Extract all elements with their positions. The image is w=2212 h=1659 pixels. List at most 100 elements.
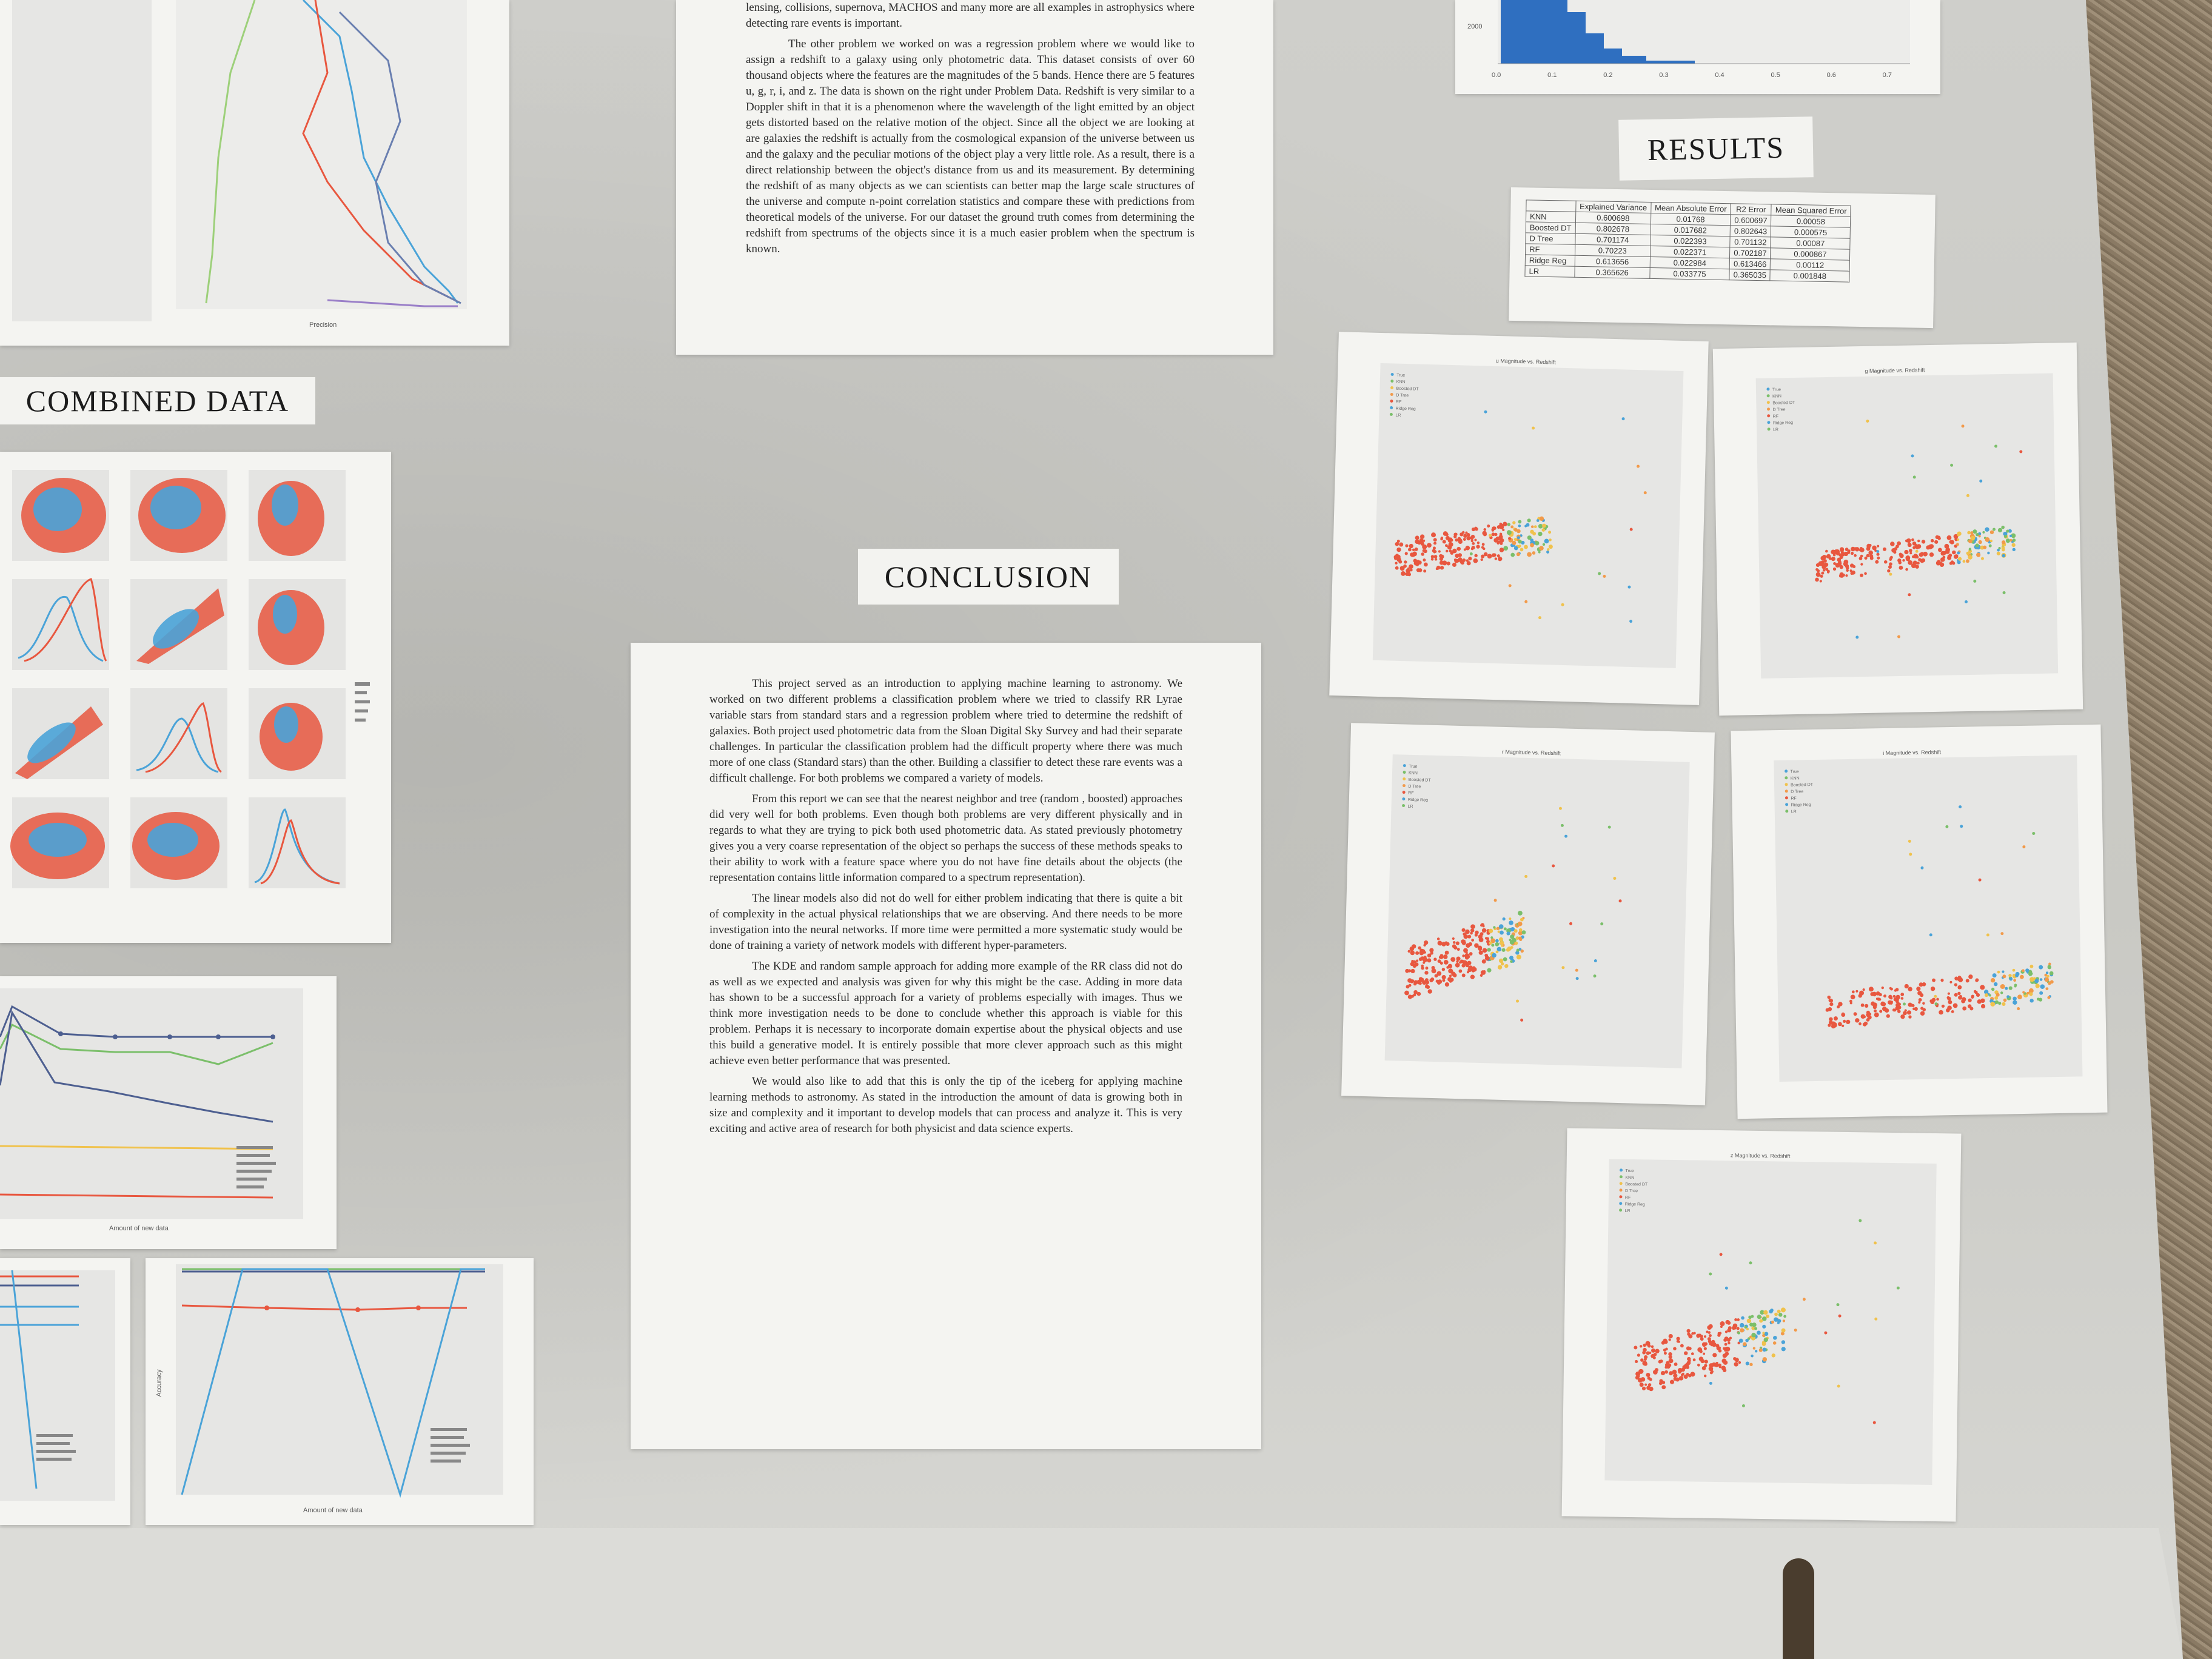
scatter-point <box>1929 552 1934 557</box>
scatter-point <box>1439 554 1443 558</box>
scatter-point <box>1481 959 1486 964</box>
scatter-point <box>1487 968 1492 973</box>
scatter-point <box>1868 544 1872 547</box>
scatter-point <box>2047 965 2051 968</box>
scatter-point <box>1988 994 1991 997</box>
table-cell: Boosted DT <box>1526 221 1576 234</box>
scatter-point <box>1495 939 1499 943</box>
scatter-point <box>1958 977 1963 982</box>
scatter-point <box>1678 1376 1684 1381</box>
scatter-point <box>1644 1355 1648 1359</box>
scatter-point <box>1418 977 1423 982</box>
scatter-point <box>1684 1351 1688 1355</box>
scatter-point <box>1420 541 1424 545</box>
scatter-point <box>1908 1002 1912 1007</box>
legend-label: True <box>1772 387 1781 392</box>
scatter-point <box>2028 970 2033 974</box>
scatter-point <box>1957 560 1961 565</box>
scatter-point <box>1940 551 1946 556</box>
scatter-point <box>2013 996 2017 1001</box>
scatter-point <box>1915 565 1919 569</box>
scatter-point <box>1453 535 1457 538</box>
scatter-point <box>1396 540 1400 543</box>
scatter-point <box>2039 991 2043 995</box>
scatter-point <box>1517 921 1523 927</box>
scatter-outlier <box>1575 977 1579 980</box>
scatter-point <box>1906 1010 1912 1015</box>
scatter-point <box>2040 984 2045 989</box>
table-cell: 0.01768 <box>1651 213 1731 226</box>
scatter-point <box>1760 1310 1765 1315</box>
scatter-point <box>1860 563 1863 566</box>
scatter-point <box>1691 1352 1694 1356</box>
scatter-outlier <box>1508 537 1512 540</box>
scatter-point <box>1954 976 1959 980</box>
scatter-point <box>1482 531 1487 536</box>
scatter-point <box>1865 1004 1869 1008</box>
scatter-point <box>1418 946 1421 950</box>
scatter-point <box>1442 979 1446 982</box>
scatter-point <box>1709 1371 1713 1375</box>
scatter-point <box>1858 557 1863 560</box>
scatter-point <box>1488 928 1493 933</box>
scatter-point <box>1949 980 1952 984</box>
scatter-point <box>1978 535 1981 538</box>
scatter-point <box>1852 565 1856 568</box>
scatter-point <box>1941 1004 1945 1008</box>
scatter-outlier <box>1613 877 1617 880</box>
table-cell: 0.600697 <box>1730 214 1772 226</box>
scatter-point <box>1938 548 1942 552</box>
scatter-point <box>2026 991 2029 995</box>
legend-label: Ridge Reg <box>1625 1202 1645 1207</box>
scatter-point <box>1668 1352 1672 1356</box>
table-cell: 0.802678 <box>1575 223 1651 235</box>
scatter-point <box>1490 938 1496 943</box>
scatter-point <box>1423 558 1426 562</box>
scatter-point <box>1493 926 1496 929</box>
scatter-point <box>1820 574 1823 578</box>
scatter-point <box>1866 1017 1870 1022</box>
scatter-point <box>1992 528 1996 531</box>
table-cell: 0.701174 <box>1575 233 1651 246</box>
scatter-point <box>1729 1336 1732 1339</box>
scatter-point <box>2011 543 2016 548</box>
scatter-point <box>1917 561 1920 565</box>
scatter-point <box>1723 1347 1726 1350</box>
scatter-point <box>2025 968 2029 973</box>
legend-marker <box>1402 784 1406 788</box>
scatter-point <box>1502 917 1506 921</box>
scatter-point <box>1902 558 1905 562</box>
scatter-point <box>1468 557 1472 561</box>
scatter-point <box>1655 1349 1660 1353</box>
hist-xtick: 0.0 <box>1492 72 1501 79</box>
scatter-point <box>1909 552 1912 555</box>
scatter-point <box>2002 540 2006 545</box>
scatter-point <box>1517 536 1520 540</box>
scatter-point <box>1499 548 1504 552</box>
scatter-point <box>1875 560 1879 564</box>
scatter-point <box>1439 954 1444 957</box>
scatter-point <box>1837 1005 1840 1009</box>
scatter-point <box>1456 956 1461 961</box>
legend-marker <box>1767 421 1771 424</box>
scatter-point <box>1872 545 1877 551</box>
scatter-outlier <box>1484 410 1487 414</box>
table-cell: D Tree <box>1525 232 1575 245</box>
scatter-point <box>1455 962 1460 968</box>
scatter-point <box>1634 1346 1638 1350</box>
scatter-point <box>1838 560 1842 565</box>
scatter-point <box>1708 1366 1714 1372</box>
accuracy-curves <box>181 1268 485 1498</box>
scatter-point <box>1840 549 1844 553</box>
scatter-point <box>1838 1022 1842 1027</box>
scatter-point <box>1864 556 1868 560</box>
scatter-point <box>1968 998 1972 1002</box>
scatter-point <box>1512 521 1516 525</box>
scatter-point <box>1771 1353 1775 1358</box>
table-cell: 0.70223 <box>1575 244 1651 257</box>
scatter-point <box>1951 1010 1954 1013</box>
scatter-point <box>1723 1360 1728 1365</box>
legend-label: KNN <box>1396 380 1406 384</box>
scatter-point <box>1494 557 1498 560</box>
legend-label: Boosted DT <box>1396 387 1419 392</box>
